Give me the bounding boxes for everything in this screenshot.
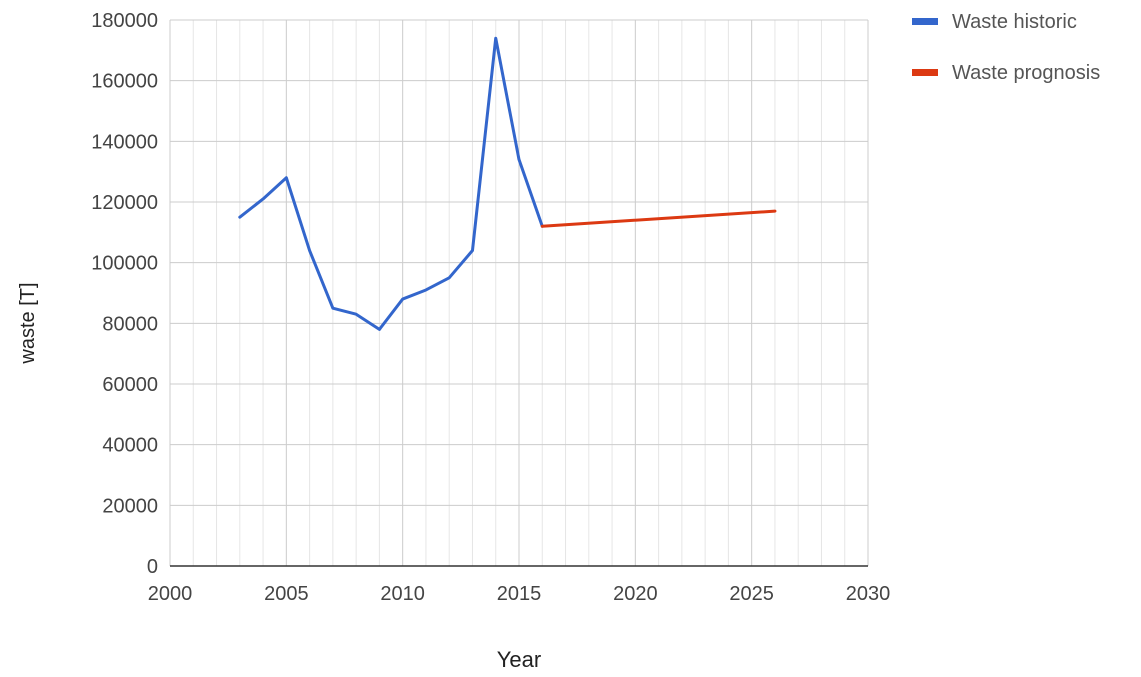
y-tick-label: 0 bbox=[147, 556, 158, 578]
y-axis-title: waste [T] bbox=[17, 282, 39, 364]
x-tick-label: 2015 bbox=[497, 583, 542, 605]
legend: Waste historic Waste prognosis bbox=[912, 11, 1100, 84]
y-tick-label: 80000 bbox=[102, 313, 158, 335]
series-lines bbox=[238, 36, 777, 331]
x-tick-label: 2005 bbox=[264, 583, 309, 605]
y-tick-label: 100000 bbox=[91, 253, 158, 275]
y-tick-label: 60000 bbox=[102, 374, 158, 396]
y-tick-label: 140000 bbox=[91, 131, 158, 153]
legend-swatch bbox=[912, 69, 938, 76]
grid bbox=[169, 19, 869, 566]
x-tick-label: 2010 bbox=[380, 583, 425, 605]
legend-label: Waste historic bbox=[952, 11, 1077, 33]
x-tick-label: 2000 bbox=[148, 583, 193, 605]
legend-label: Waste prognosis bbox=[952, 62, 1100, 84]
series-line-historic bbox=[238, 36, 544, 331]
y-tick-label: 40000 bbox=[102, 435, 158, 457]
axes: 0 20000 40000 60000 80000 100000 120000 140000 1… bbox=[91, 10, 890, 605]
y-tick-label: 160000 bbox=[91, 71, 158, 93]
y-tick-label: 180000 bbox=[91, 10, 158, 32]
x-tick-label: 2025 bbox=[729, 583, 774, 605]
y-tick-label: 20000 bbox=[102, 495, 158, 517]
y-tick-label: 120000 bbox=[91, 192, 158, 214]
series-line-prognosis bbox=[540, 209, 777, 228]
x-tick-label: 2030 bbox=[846, 583, 891, 605]
x-tick-label: 2020 bbox=[613, 583, 658, 605]
legend-swatch bbox=[912, 18, 938, 25]
x-axis-title: Year bbox=[497, 647, 541, 672]
